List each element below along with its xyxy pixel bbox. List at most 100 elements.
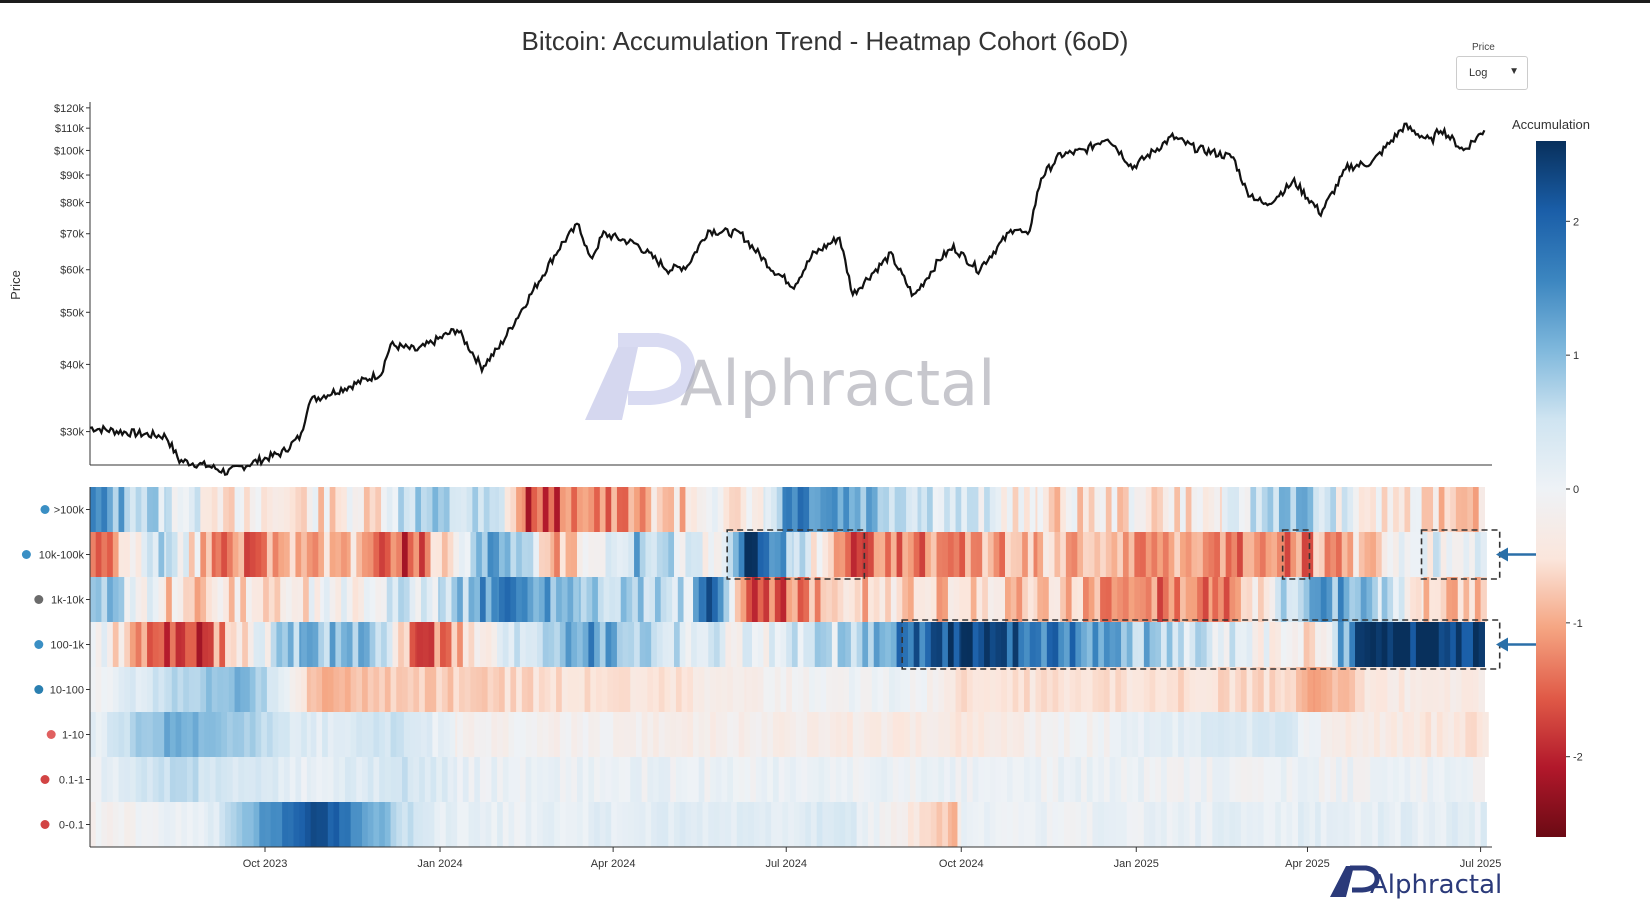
heatmap-cell [622,532,629,577]
heatmap-cell [594,802,601,847]
heatmap-x-tick-label: Jan 2024 [417,858,462,870]
heatmap-cell [215,532,222,577]
heatmap-cell [188,577,196,622]
heatmap-cell [1240,712,1248,757]
heatmap-cell [101,487,108,532]
heatmap-cell [702,532,709,577]
arrow-head-icon [1496,547,1508,562]
heatmap-cell [1071,487,1078,532]
heatmap-cell [141,487,148,532]
heatmap-cell [1370,757,1377,802]
heatmap-cell [757,622,765,667]
heatmap-cell [1263,667,1271,712]
heatmap-cell [1022,532,1029,577]
heatmap-cell [567,577,574,622]
heatmap-cell [249,667,257,712]
cohort-icon [34,685,44,694]
heatmap-cell [217,667,224,712]
heatmap-cell [972,802,979,847]
heatmap-cell [489,487,496,532]
heatmap-cell [984,487,991,532]
heatmap-cell [1303,802,1310,847]
heatmap-cell [169,802,177,847]
heatmap-cell [919,577,926,622]
heatmap-cell [672,577,679,622]
heatmap-cell [1455,487,1463,532]
heatmap-cell [278,712,285,757]
heatmap-cell [653,712,660,757]
heatmap-cell [913,802,921,847]
heatmap-cell [1379,712,1387,757]
heatmap-cell [1140,532,1147,577]
heatmap-cell [462,712,470,757]
heatmap-cell [1356,712,1364,757]
heatmap-cell [430,667,437,712]
heatmap-cell [453,757,460,802]
heatmap-cell [1235,712,1242,757]
heatmap-row-0-0.1 [90,802,1487,847]
heatmap-cell [635,712,643,757]
heatmap-cell [101,667,108,712]
heatmap-cell [476,532,483,577]
heatmap-cell [885,802,892,847]
heatmap-cell [533,577,540,622]
price-y-tick-label: $70k [60,229,84,241]
heatmap-cell [244,712,251,757]
heatmap-cell [909,757,917,802]
heatmap-cell [238,757,245,802]
heatmap-cell [118,532,125,577]
heatmap-cell [1275,577,1282,622]
heatmap-cell [656,802,664,847]
heatmap-cell [622,622,629,667]
heatmap-cell [1126,757,1134,802]
heatmap-cell [1398,622,1406,667]
price-scale-dropdown[interactable]: Log ▼ [1456,56,1528,90]
heatmap-cell [1075,622,1082,667]
heatmap-cell [826,667,833,712]
heatmap-cell [554,712,561,757]
heatmap-cell [1145,487,1153,532]
heatmap-cell [592,577,599,622]
heatmap-cell [422,802,430,847]
heatmap-cell [1219,532,1227,577]
heatmap-cell [451,802,458,847]
heatmap-cell [194,667,201,712]
heatmap-cell [1315,802,1322,847]
heatmap-cell [1075,757,1082,802]
heatmap-cell [112,532,120,577]
heatmap-cell [938,487,945,532]
heatmap-cell [1372,577,1379,622]
heatmap-cell [1246,712,1253,757]
heatmap-cell [1172,667,1179,712]
heatmap-cell [175,802,182,847]
heatmap-cell [896,577,903,622]
heatmap-cell [1286,712,1293,757]
heatmap-cell [1394,802,1402,847]
heatmap-cell [824,712,831,757]
heatmap-cell [909,667,917,712]
heatmap-cell [1138,802,1145,847]
heatmap-cell [181,757,188,802]
heatmap-cell [1353,757,1360,802]
heatmap-cell [352,577,359,622]
heatmap-cell [1415,577,1423,622]
heatmap-cell [468,577,475,622]
heatmap-cell [1195,712,1202,757]
heatmap-cell [710,712,717,757]
heatmap-cell [927,757,934,802]
heatmap-cell [223,667,230,712]
heatmap-cell [820,487,827,532]
heatmap-cell [510,667,517,712]
heatmap-cell [791,667,799,712]
heatmap-cell [287,802,295,847]
heatmap-cell [1415,532,1423,577]
heatmap-cell [868,532,875,577]
heatmap-cell [809,577,816,622]
heatmap-cell [152,757,160,802]
heatmap-cell [862,622,869,667]
heatmap-cell [129,802,137,847]
heatmap-cell [1024,622,1031,667]
heatmap-cell [1309,802,1316,847]
heatmap-cell [112,757,120,802]
heatmap-cell [1364,622,1371,667]
